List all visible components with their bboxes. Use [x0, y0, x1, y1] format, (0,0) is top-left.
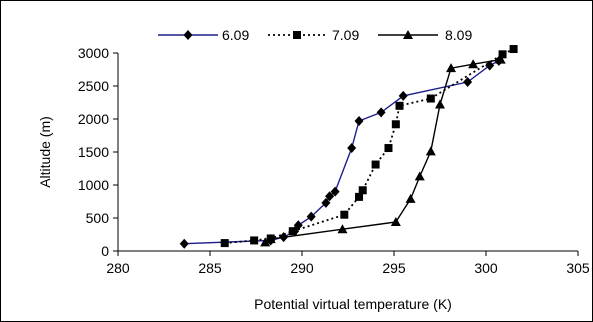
- x-tick-label: 305: [566, 260, 590, 276]
- x-ticks: 280 285 290 295 300 305: [106, 251, 590, 276]
- series-layer: [179, 45, 518, 249]
- data-point: [395, 101, 404, 110]
- data-point: [405, 193, 416, 203]
- x-tick-label: 300: [474, 260, 498, 276]
- data-point: [495, 54, 506, 64]
- data-point: [354, 115, 364, 126]
- data-point: [384, 144, 393, 153]
- data-point: [347, 143, 357, 154]
- data-point: [337, 224, 348, 234]
- data-point: [288, 227, 297, 236]
- y-tick-label: 2000: [78, 111, 109, 127]
- data-point: [250, 236, 259, 245]
- data-point: [371, 160, 380, 169]
- legend-marker: [183, 30, 193, 40]
- data-point: [391, 120, 400, 129]
- data-point: [325, 191, 335, 202]
- data-point: [330, 186, 340, 197]
- data-point: [435, 99, 445, 109]
- y-tick-label: 0: [101, 243, 109, 259]
- x-tick-label: 285: [198, 260, 222, 276]
- legend-label: 7.09: [332, 27, 359, 43]
- legend-item-triangle: 8.09: [378, 27, 472, 43]
- y-tick-label: 500: [86, 210, 110, 226]
- data-point: [306, 211, 316, 222]
- legend: 6.09 7.09 8.09: [158, 27, 472, 43]
- data-point: [355, 192, 364, 201]
- data-point: [220, 239, 229, 248]
- data-point: [446, 63, 457, 73]
- data-point: [468, 59, 479, 69]
- data-point: [179, 238, 189, 249]
- x-tick-label: 280: [106, 260, 130, 276]
- data-point: [340, 210, 349, 219]
- legend-marker: [293, 31, 301, 39]
- data-point: [414, 171, 425, 181]
- data-point: [390, 216, 401, 226]
- data-point: [376, 107, 386, 118]
- legend-item-square: 7.09: [268, 27, 359, 43]
- legend-label: 8.09: [445, 27, 472, 43]
- y-tick-label: 1500: [78, 144, 109, 160]
- series-triangle: [260, 54, 506, 247]
- x-tick-label: 295: [382, 260, 406, 276]
- data-point: [509, 45, 518, 54]
- data-point: [425, 146, 436, 156]
- legend-item-diamond: 6.09: [158, 27, 249, 43]
- data-point: [426, 94, 435, 103]
- y-axis-label: Altitude (m): [37, 116, 53, 188]
- x-axis-label: Potential virtual temperature (K): [254, 296, 452, 312]
- y-ticks: 0 500 1000 1500 2000 2500 3000: [78, 45, 118, 259]
- data-point: [265, 234, 276, 244]
- y-tick-label: 3000: [78, 45, 109, 61]
- data-point: [398, 90, 408, 101]
- y-tick-label: 1000: [78, 177, 109, 193]
- data-point: [358, 186, 367, 195]
- x-tick-label: 290: [290, 260, 314, 276]
- data-point: [498, 50, 507, 59]
- data-point: [463, 77, 473, 88]
- data-point: [321, 197, 331, 208]
- data-point: [260, 237, 271, 247]
- y-tick-label: 2500: [78, 78, 109, 94]
- legend-marker: [403, 30, 413, 39]
- legend-label: 6.09: [222, 27, 249, 43]
